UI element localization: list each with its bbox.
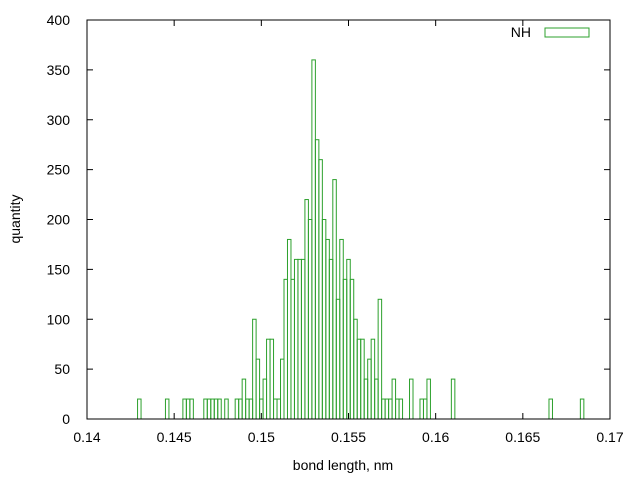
histogram-bar [164,398,170,420]
histogram-bar [304,199,309,420]
histogram-bar [234,398,240,420]
y-tick-label: 300 [47,112,71,128]
histogram-bar [283,278,288,420]
y-tick-label: 150 [47,261,71,277]
histogram-bar [360,338,365,420]
histogram-bar [273,398,278,420]
histogram-bar [450,378,456,420]
histogram-bar [269,338,275,420]
histogram-bar [325,238,330,420]
y-tick-label: 400 [47,12,71,28]
histogram-bar [266,338,271,420]
legend-swatch-nh [544,27,590,38]
legend-label-nh: NH [511,24,531,40]
histogram-bar [318,159,323,420]
histogram-bar [262,378,268,420]
y-axis-label: quantity [7,194,23,243]
histogram-bar [388,398,393,420]
histogram-bar [213,398,219,420]
y-tick-label: 100 [47,311,71,327]
histogram-bar [349,278,355,420]
histogram-bar [182,398,187,420]
histogram-bar [398,398,404,420]
histogram-bar [346,258,351,420]
y-tick-label: 0 [62,411,70,427]
histogram-bar [297,258,302,420]
histogram-bar [356,338,362,420]
histogram-bar [332,179,337,420]
x-tick-label: 0.16 [422,429,449,445]
histogram-bar [311,59,316,420]
histogram-bar [381,398,386,420]
histogram-bar [314,139,320,420]
x-tick-label: 0.165 [505,429,540,445]
histogram-bar [245,398,250,420]
histogram-bar [280,358,285,420]
histogram-bar [137,398,142,420]
histogram-bar [276,398,282,420]
histogram-bar [290,278,295,420]
histogram-bar [409,378,414,420]
histogram-bar [342,278,348,420]
histogram-bar [579,398,585,420]
histogram-bar [353,318,358,420]
histogram-bar [286,238,292,420]
y-tick-label: 350 [47,62,71,78]
histogram-bar [339,238,344,420]
histogram-bar [206,398,212,420]
histogram-bar [335,298,341,420]
histogram-bar [328,258,334,420]
histogram-bar [395,398,400,420]
histogram-bar [241,378,247,420]
histogram-bar [374,378,379,420]
histogram-bar [363,378,369,420]
x-axis-label: bond length, nm [293,457,393,473]
x-tick-label: 0.17 [596,429,623,445]
histogram-bar [370,338,376,420]
histogram-bar [248,398,254,420]
x-tick-label: 0.14 [73,429,100,445]
x-axis: 0.14 0.145 0.15 0.155 0.16 0.165 0.17 [73,20,624,445]
histogram-bar [426,378,431,420]
histogram-bar [300,258,306,420]
histogram-bar [422,398,428,420]
histogram-bar [252,318,257,420]
histogram-bar [210,398,215,420]
x-tick-label: 0.145 [157,429,192,445]
histogram-bar [391,378,397,420]
x-tick-label: 0.155 [331,429,366,445]
histogram-bar [367,358,372,420]
histogram-bar [255,358,261,420]
histogram-bar [224,398,229,420]
histogram-bar [189,398,194,420]
histogram-bar [293,258,299,420]
histogram-bar [384,398,390,420]
histogram-bar [238,398,243,420]
histogram-bars [137,59,585,420]
histogram-bar [203,398,208,420]
histogram-bar [185,398,191,420]
histogram-bar [548,398,553,420]
histogram-bar [419,398,424,420]
histogram-bar [217,398,222,420]
histogram-bar [377,298,383,420]
y-axis: 0 50 100 150 200 250 300 350 400 [47,12,610,427]
histogram-bar [321,219,327,420]
y-tick-label: 250 [47,162,71,178]
x-tick-label: 0.15 [248,429,275,445]
y-tick-label: 200 [47,212,71,228]
y-tick-label: 50 [54,361,70,377]
legend: NH [511,24,590,40]
histogram-bar [307,219,313,420]
plot-frame [86,19,611,420]
